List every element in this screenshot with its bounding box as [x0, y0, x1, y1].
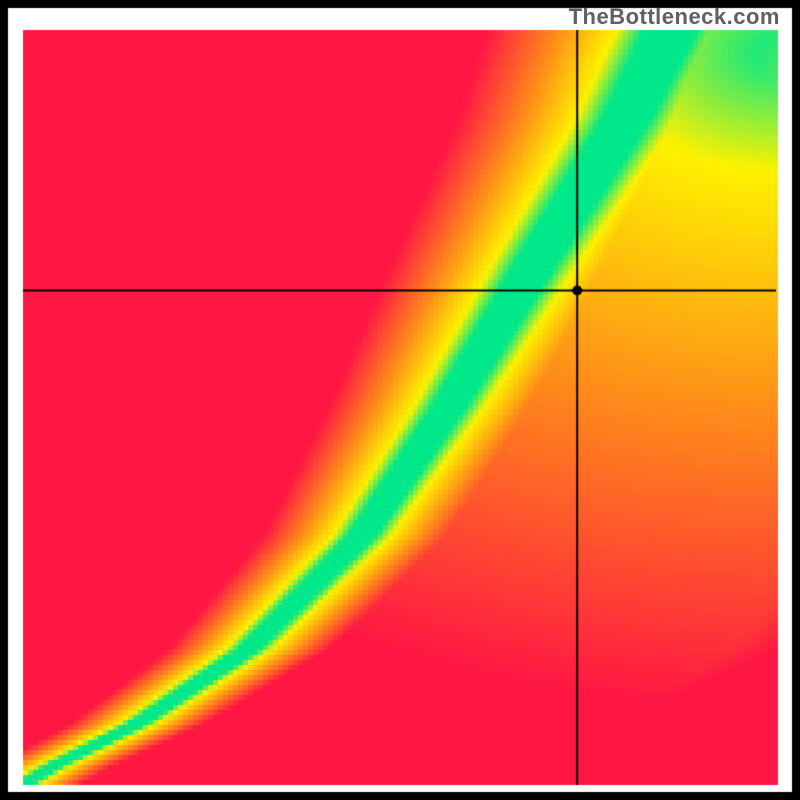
watermark-text: TheBottleneck.com	[569, 4, 780, 30]
bottleneck-heatmap	[0, 0, 800, 800]
